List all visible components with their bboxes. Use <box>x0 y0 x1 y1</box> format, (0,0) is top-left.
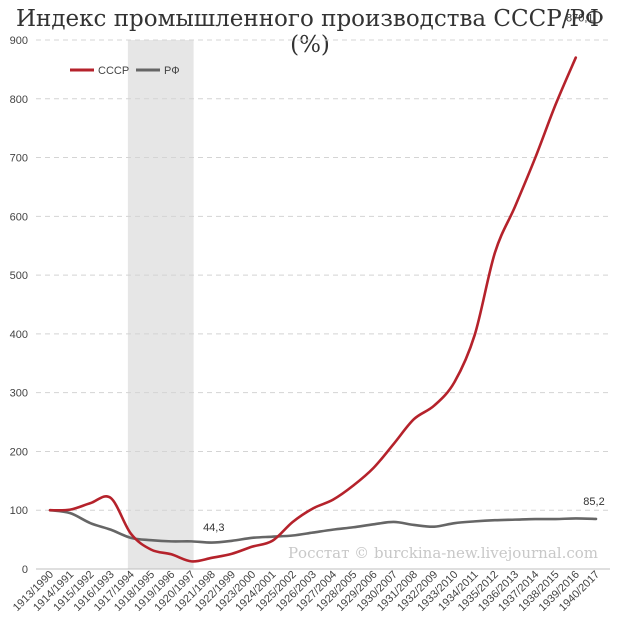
series-line-rf <box>48 508 598 544</box>
y-tick-label: 900 <box>10 35 28 47</box>
y-tick-label: 600 <box>10 211 28 223</box>
y-tick-label: 700 <box>10 153 28 165</box>
y-tick-label: 200 <box>10 446 28 458</box>
data-label: 44,3 <box>203 522 224 534</box>
y-tick-label: 400 <box>10 329 28 341</box>
data-label: 85,2 <box>583 496 604 508</box>
y-tick-label: 500 <box>10 270 28 282</box>
watermark: Росстат © burckina-new.livejournal.com <box>288 544 598 562</box>
y-tick-label: 800 <box>10 94 28 106</box>
gridlines <box>36 39 610 570</box>
legend: СССР РФ <box>70 65 180 77</box>
y-tick-label: 0 <box>22 564 28 576</box>
series-lines <box>48 56 598 563</box>
shaded-region <box>127 40 194 569</box>
y-tick-label: 300 <box>10 388 28 400</box>
chart-title: Индекс промышленного производства СССР/Р… <box>15 6 605 58</box>
series-line-ussr <box>48 56 578 563</box>
legend-label-ussr: СССР <box>98 65 129 77</box>
x-axis: 1913/19901914/19911915/19921916/19931917… <box>11 569 602 614</box>
legend-label-rf: РФ <box>164 65 180 77</box>
annotations: 870,1 44,3 85,2 <box>203 13 605 534</box>
y-tick-label: 100 <box>10 505 28 517</box>
data-label: 870,1 <box>566 13 594 25</box>
y-axis: 0 100 200 300 400 500 600 700 800 900 <box>10 35 28 576</box>
